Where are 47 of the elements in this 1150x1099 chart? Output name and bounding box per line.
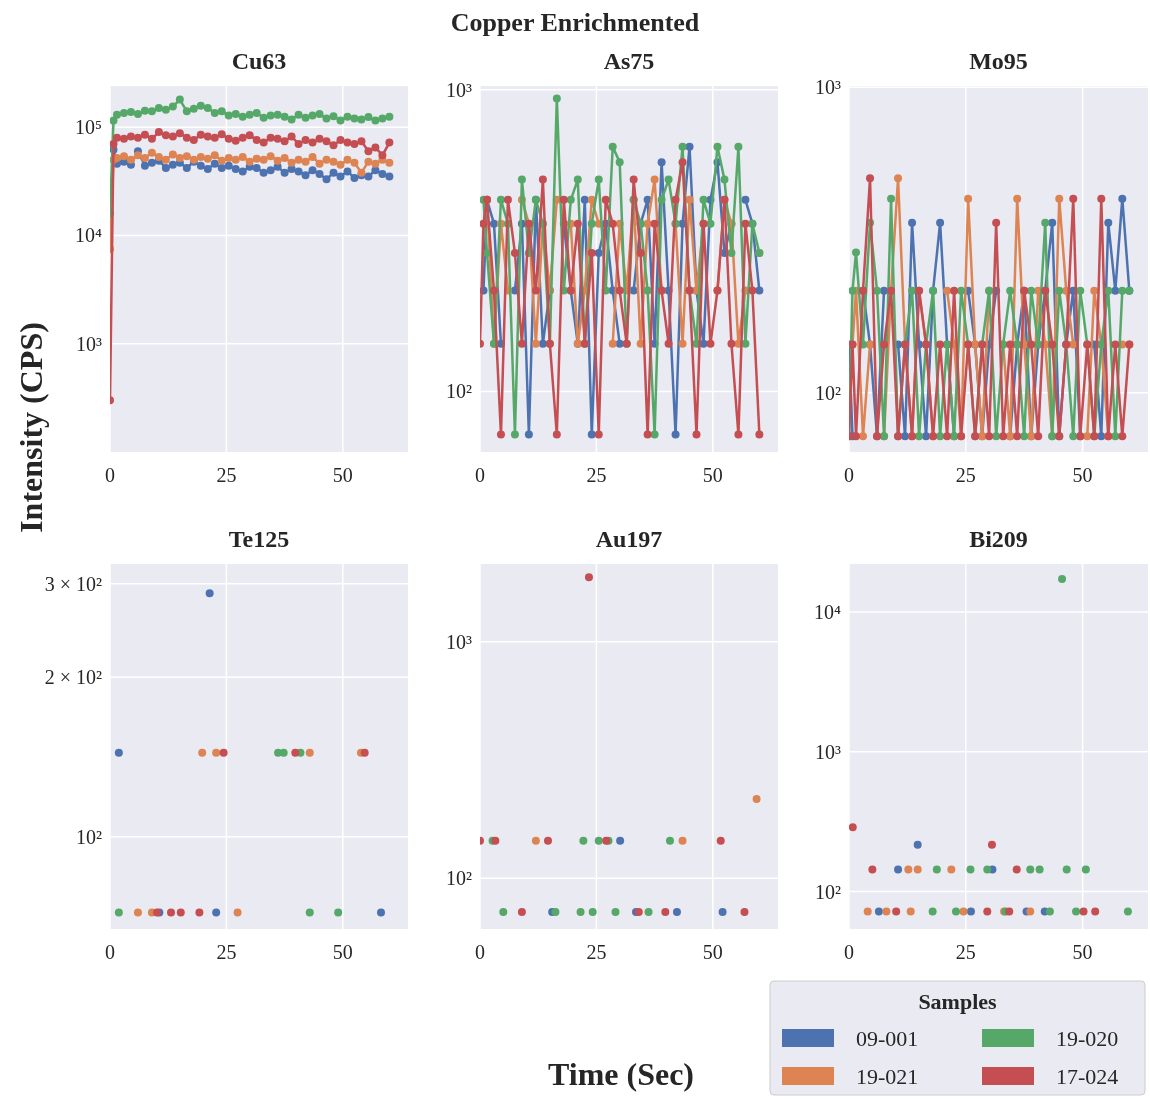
chart-title: As75: [603, 48, 655, 74]
y-tick-label: 10²: [446, 380, 472, 403]
y-tick-label: 10³: [815, 740, 841, 763]
y-tick-label: 10³: [446, 630, 472, 653]
legend-label: 17-024: [1056, 1063, 1119, 1089]
x-tick-label: 50: [1072, 941, 1093, 963]
x-tick-label: 50: [1072, 464, 1093, 486]
y-tick-label: 2 × 10²: [44, 666, 102, 689]
y-tick-label: 10³: [446, 78, 472, 101]
legend-title: Samples: [918, 989, 998, 1014]
y-tick-label: 10³: [815, 76, 841, 99]
x-axis-title: Time (Sec): [547, 1056, 695, 1092]
y-tick-label: 10²: [76, 825, 102, 848]
chart-title: Cu63: [231, 48, 287, 74]
chart-title: Bi209: [969, 526, 1028, 552]
x-tick-label: 25: [955, 941, 976, 963]
x-tick-label: 0: [844, 464, 854, 486]
x-tick-label: 25: [216, 464, 237, 486]
text: Copper Enrichmented: [450, 8, 700, 37]
x-tick-label: 0: [475, 464, 485, 486]
x-tick-label: 50: [332, 464, 353, 486]
chart-title: Te125: [228, 526, 290, 552]
x-tick-label: 25: [955, 464, 976, 486]
x-tick-label: 25: [216, 941, 237, 963]
y-tick-label: 10⁵: [75, 116, 102, 139]
y-tick-label: 10²: [446, 867, 472, 890]
y-tick-label: 10²: [815, 880, 841, 903]
x-tick-label: 0: [105, 941, 115, 963]
legend-label: 09-001: [856, 1025, 919, 1051]
y-tick-label: 10⁴: [814, 600, 842, 623]
x-tick-label: 0: [475, 941, 485, 963]
x-tick-label: 0: [105, 464, 115, 486]
chart-title: Au197: [595, 526, 663, 552]
y-tick-label: 10³: [76, 332, 102, 355]
x-tick-label: 25: [586, 464, 607, 486]
chart-title: Mo95: [969, 48, 1028, 74]
y-tick-label: 10²: [815, 381, 841, 404]
x-tick-label: 50: [332, 941, 353, 963]
y-axis-title: Intensity (CPS): [13, 322, 49, 533]
y-tick-label: 3 × 10²: [44, 572, 102, 595]
y-tick-label: 10⁴: [75, 224, 103, 247]
x-tick-label: 0: [844, 941, 854, 963]
legend-label: 19-021: [856, 1063, 919, 1089]
legend-label: 19-020: [1056, 1025, 1119, 1051]
x-tick-label: 50: [702, 941, 723, 963]
x-tick-label: 25: [586, 941, 607, 963]
x-tick-label: 50: [702, 464, 723, 486]
